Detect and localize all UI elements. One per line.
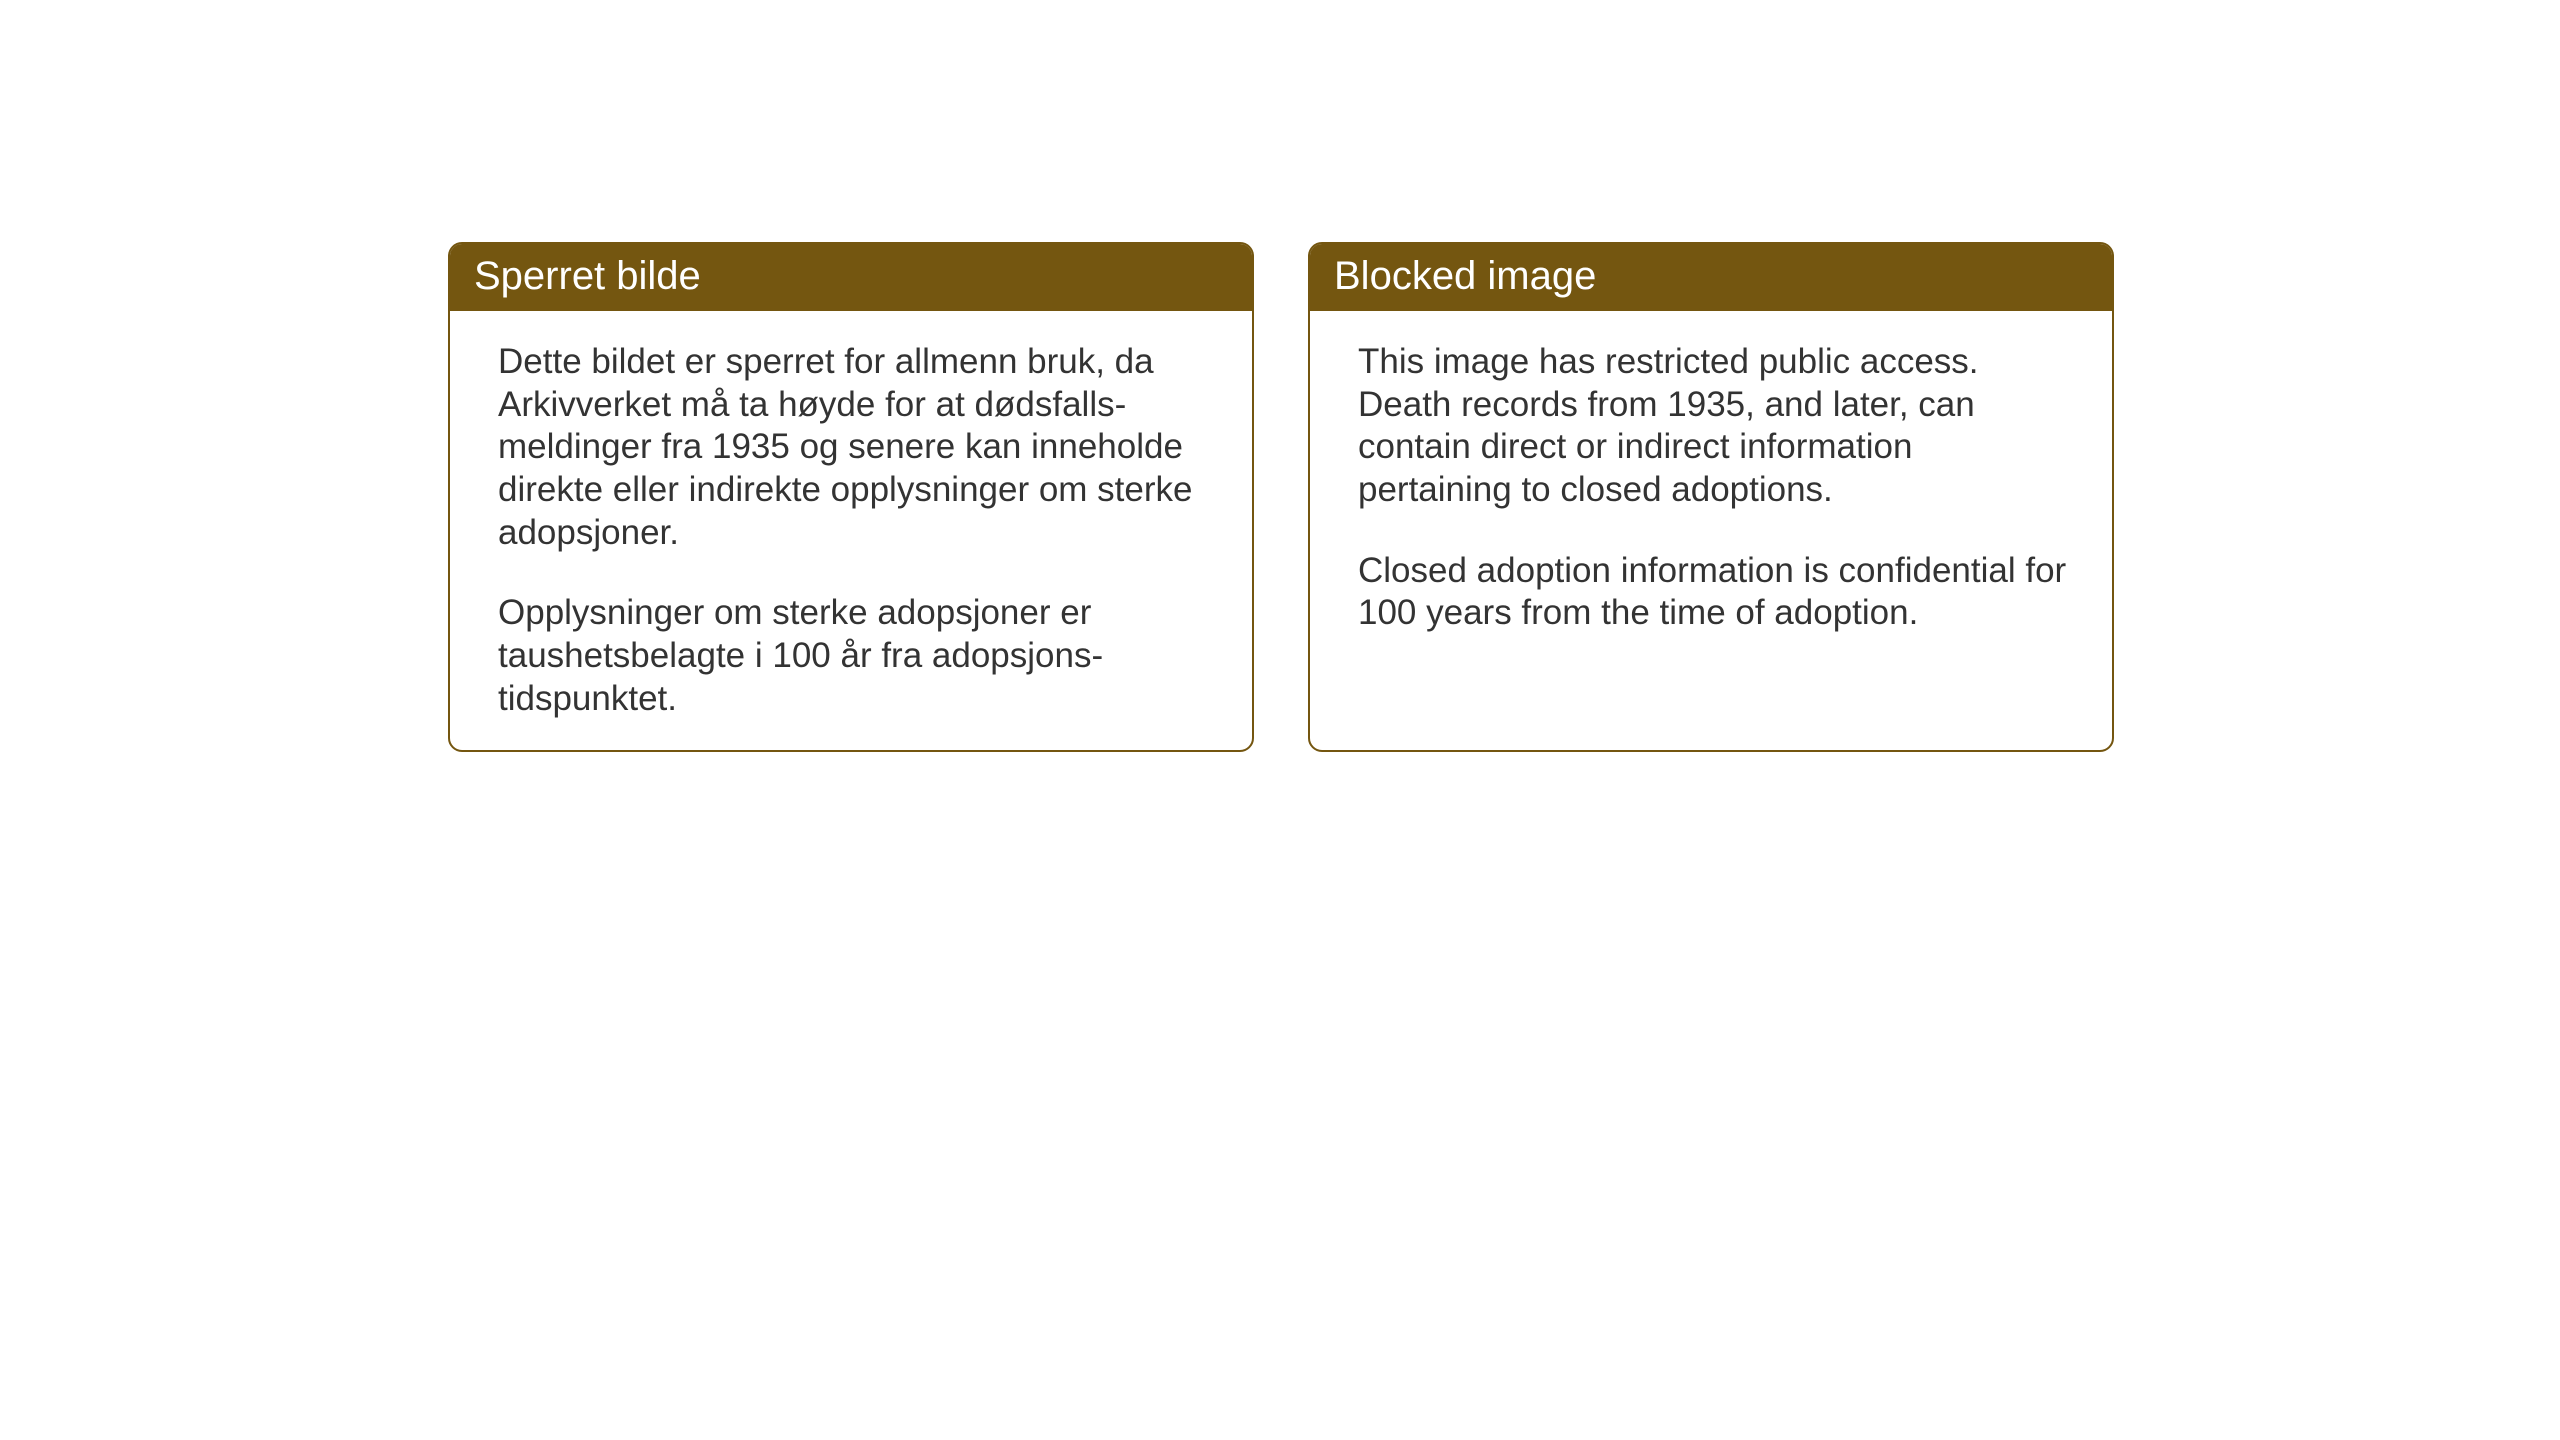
card-title: Blocked image: [1334, 254, 1596, 298]
card-title: Sperret bilde: [474, 254, 701, 298]
card-body-norwegian: Dette bildet er sperret for allmenn bruk…: [450, 311, 1252, 752]
notice-card-norwegian: Sperret bilde Dette bildet er sperret fo…: [448, 242, 1254, 752]
card-paragraph: Closed adoption information is confident…: [1358, 550, 2072, 635]
card-body-english: This image has restricted public access.…: [1310, 311, 2112, 675]
card-paragraph: Opplysninger om sterke adopsjoner er tau…: [498, 592, 1212, 720]
card-header-english: Blocked image: [1310, 244, 2112, 311]
card-header-norwegian: Sperret bilde: [450, 244, 1252, 311]
card-paragraph: This image has restricted public access.…: [1358, 341, 2072, 512]
notice-container: Sperret bilde Dette bildet er sperret fo…: [0, 0, 2560, 752]
card-paragraph: Dette bildet er sperret for allmenn bruk…: [498, 341, 1212, 554]
notice-card-english: Blocked image This image has restricted …: [1308, 242, 2114, 752]
